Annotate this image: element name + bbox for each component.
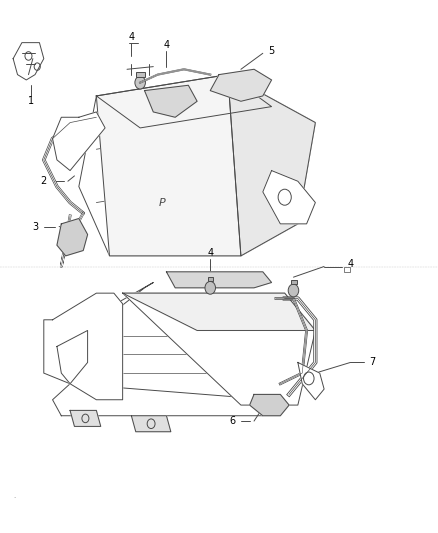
Text: 4: 4: [163, 41, 170, 50]
Polygon shape: [96, 75, 272, 128]
Polygon shape: [13, 43, 44, 80]
Polygon shape: [79, 75, 315, 256]
Circle shape: [135, 76, 145, 89]
Polygon shape: [123, 293, 315, 330]
Polygon shape: [145, 85, 197, 117]
Polygon shape: [166, 272, 272, 288]
Polygon shape: [263, 171, 315, 224]
Polygon shape: [44, 282, 153, 373]
Polygon shape: [250, 394, 289, 416]
Text: 7: 7: [369, 358, 375, 367]
Polygon shape: [228, 75, 315, 256]
Polygon shape: [44, 293, 123, 400]
Polygon shape: [131, 416, 171, 432]
Text: 2: 2: [41, 176, 47, 186]
Text: 5: 5: [268, 46, 275, 55]
Text: P: P: [159, 198, 166, 207]
Text: 4: 4: [347, 259, 353, 269]
Text: 4: 4: [207, 248, 213, 258]
Polygon shape: [123, 293, 315, 405]
Bar: [208, 277, 213, 281]
Polygon shape: [53, 112, 105, 171]
Polygon shape: [96, 75, 241, 256]
Polygon shape: [57, 219, 88, 256]
Polygon shape: [70, 410, 101, 426]
Bar: [344, 266, 350, 272]
Text: 3: 3: [32, 222, 38, 231]
Polygon shape: [210, 69, 272, 101]
Text: 6: 6: [229, 416, 235, 426]
Circle shape: [288, 284, 299, 297]
Bar: [136, 72, 145, 77]
Text: .: .: [13, 492, 15, 499]
Bar: [291, 280, 297, 284]
Circle shape: [205, 281, 215, 294]
Polygon shape: [298, 362, 324, 400]
Text: 4: 4: [128, 33, 134, 42]
Polygon shape: [53, 384, 272, 416]
Text: 1: 1: [28, 96, 34, 106]
Polygon shape: [57, 330, 88, 384]
